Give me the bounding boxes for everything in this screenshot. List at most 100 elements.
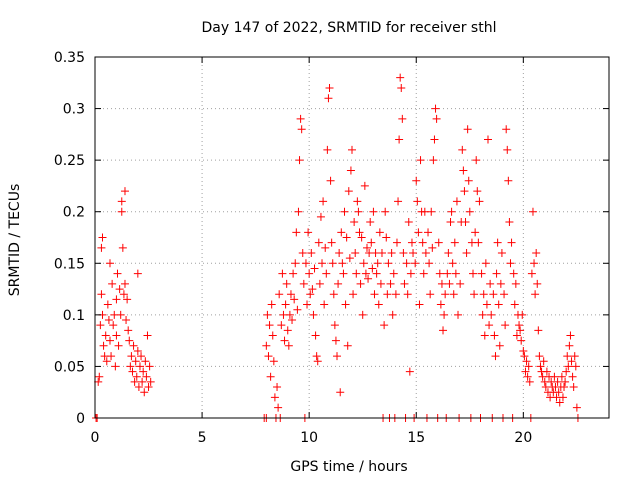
data-point: [404, 218, 413, 227]
data-point: [481, 259, 490, 268]
data-point: [333, 352, 342, 361]
data-point: [349, 290, 358, 299]
data-point: [521, 367, 530, 376]
data-point: [372, 269, 381, 278]
data-point: [530, 259, 539, 268]
data-point: [134, 383, 143, 392]
data-point: [435, 269, 444, 278]
data-point: [97, 243, 106, 252]
data-point: [533, 279, 542, 288]
data-point: [487, 310, 496, 319]
data-point: [335, 248, 344, 257]
data-point: [346, 166, 355, 175]
data-point: [445, 279, 454, 288]
data-point: [343, 341, 352, 350]
data-point: [144, 383, 153, 392]
data-point: [519, 346, 528, 355]
data-point: [494, 300, 503, 309]
data-point: [558, 393, 567, 402]
data-point: [382, 233, 391, 242]
data-point: [429, 156, 438, 165]
data-point: [112, 295, 121, 304]
data-point: [358, 310, 367, 319]
data-point: [464, 176, 473, 185]
data-point: [413, 197, 422, 206]
data-point: [140, 388, 149, 397]
x-tick-label: 20: [514, 430, 532, 446]
data-point: [330, 321, 339, 330]
data-point: [119, 290, 128, 299]
data-point: [383, 290, 392, 299]
plot-frame: [94, 56, 610, 419]
data-point: [283, 326, 292, 335]
data-point: [116, 310, 125, 319]
data-point: [348, 145, 356, 154]
data-point: [319, 197, 328, 206]
data-point: [350, 218, 359, 227]
data-point: [381, 207, 390, 216]
data-point: [550, 372, 559, 381]
data-point: [531, 290, 540, 299]
chart-title: Day 147 of 2022, SRMTID for receiver sth…: [202, 20, 497, 36]
data-point: [108, 279, 117, 288]
data-point: [409, 248, 418, 257]
data-point: [139, 367, 148, 376]
data-point: [482, 300, 491, 309]
grid: [95, 57, 609, 418]
data-point: [491, 352, 500, 361]
data-point: [389, 269, 398, 278]
data-point: [293, 305, 302, 314]
data-point: [472, 156, 481, 165]
data-point: [369, 207, 378, 216]
data-point: [336, 388, 345, 397]
x-tick-label: 10: [300, 430, 318, 446]
data-point: [411, 259, 420, 268]
data-point: [104, 316, 113, 325]
y-tick-label: 0.25: [54, 153, 85, 169]
data-point: [536, 362, 545, 371]
data-point: [395, 135, 404, 144]
data-point: [329, 290, 338, 299]
data-point: [386, 279, 395, 288]
data-point: [459, 166, 468, 175]
data-point: [376, 279, 385, 288]
data-point: [462, 248, 471, 257]
data-point: [337, 228, 346, 237]
data-point: [312, 352, 321, 361]
data-point: [370, 290, 379, 299]
data-point: [456, 279, 465, 288]
data-point: [115, 285, 124, 294]
data-point: [502, 125, 511, 134]
data-point: [284, 341, 293, 350]
data-point: [486, 279, 495, 288]
data-point: [125, 336, 134, 345]
data-point: [264, 352, 273, 361]
data-point: [146, 377, 155, 386]
data-point: [290, 295, 299, 304]
data-point: [292, 228, 301, 237]
data-point: [142, 372, 151, 381]
data-point: [387, 248, 396, 257]
data-point: [528, 207, 537, 216]
data-point: [275, 290, 284, 299]
data-point: [520, 352, 529, 361]
data-point: [416, 156, 425, 165]
data-point: [141, 357, 150, 366]
data-point: [111, 362, 120, 371]
data-point: [328, 259, 337, 268]
data-point: [280, 336, 289, 345]
data-point: [318, 259, 327, 268]
data-point: [269, 357, 278, 366]
data-point: [562, 367, 571, 376]
data-point: [294, 207, 303, 216]
data-point: [313, 357, 322, 366]
data-point: [374, 300, 383, 309]
data-point: [565, 341, 574, 350]
data-point: [492, 269, 501, 278]
data-point: [120, 187, 129, 196]
data-point: [308, 285, 317, 294]
data-point: [375, 228, 384, 237]
data-point: [270, 393, 279, 402]
data-point: [101, 331, 110, 340]
data-point: [129, 341, 138, 350]
